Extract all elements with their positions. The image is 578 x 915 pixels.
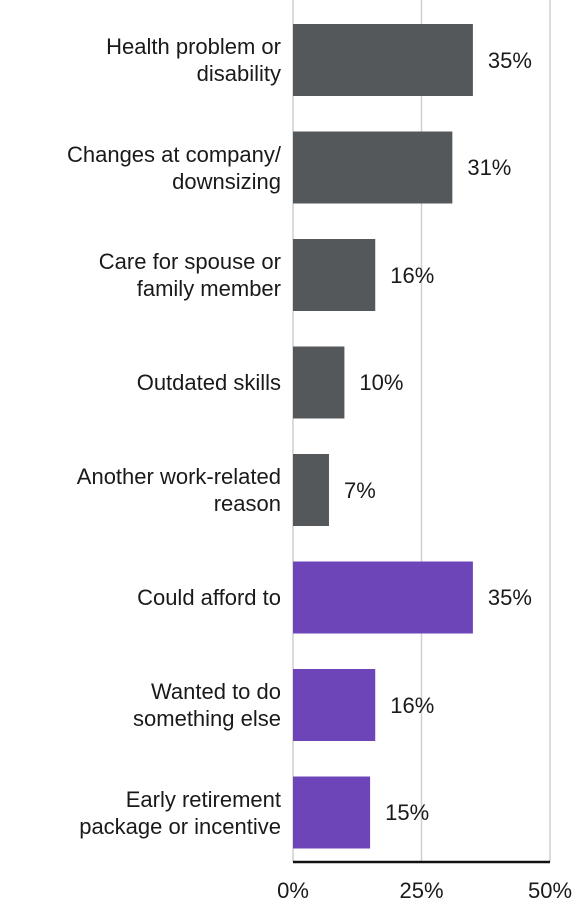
category-label-line: Wanted to do xyxy=(150,679,281,704)
category-label-line: Outdated skills xyxy=(136,370,281,395)
category-label-line: something else xyxy=(133,706,281,731)
category-label-6: Could afford to xyxy=(137,584,281,611)
value-label-3: 16% xyxy=(390,262,435,288)
value-label-8: 15% xyxy=(385,800,430,825)
category-label-line: Care for spouse or xyxy=(98,249,281,274)
category-label-1: Health problem or disability xyxy=(106,33,281,87)
category-label-line: Could afford to xyxy=(137,585,281,610)
bar-1 xyxy=(293,24,473,96)
category-label-line: Early retirement xyxy=(125,786,281,812)
category-label-line: downsizing xyxy=(172,168,281,194)
category-label-8: Early retirement package or incentive xyxy=(79,786,281,840)
category-label-line: package or incentive xyxy=(79,813,281,839)
bar-8 xyxy=(293,776,371,849)
category-label-line: disability xyxy=(196,61,281,86)
category-label-5: Another work-related reason xyxy=(77,463,281,517)
value-label-1: 35% xyxy=(487,47,532,73)
value-label-7: 16% xyxy=(390,692,435,718)
bar-5 xyxy=(293,454,329,526)
value-label-5: 7% xyxy=(343,477,376,503)
bar-2 xyxy=(293,131,453,204)
x-tick-label-2: 50% xyxy=(527,878,573,903)
category-label-line: reason xyxy=(213,491,281,516)
category-label-7: Wanted to do something else xyxy=(133,678,281,732)
category-label-line: Changes at company/ xyxy=(66,141,281,167)
bar-7 xyxy=(293,669,376,741)
bar-6 xyxy=(293,561,473,634)
category-label-line: family member xyxy=(136,276,281,301)
category-label-line: Another work-related xyxy=(76,464,281,489)
bar-3 xyxy=(293,239,376,311)
x-tick-label-1: 25% xyxy=(399,878,444,903)
category-label-2: Changes at company/downsizing xyxy=(67,141,281,195)
value-label-4: 10% xyxy=(359,370,404,395)
value-label-6: 35% xyxy=(487,585,532,610)
bar-4 xyxy=(293,346,345,419)
category-label-3: Care for spouse or family member xyxy=(99,248,281,302)
x-tick-label-0: 0% xyxy=(277,878,309,903)
category-label-4: Outdated skills xyxy=(137,369,281,396)
value-label-2: 31% xyxy=(467,155,512,180)
category-label-line: Health problem or xyxy=(106,34,281,59)
